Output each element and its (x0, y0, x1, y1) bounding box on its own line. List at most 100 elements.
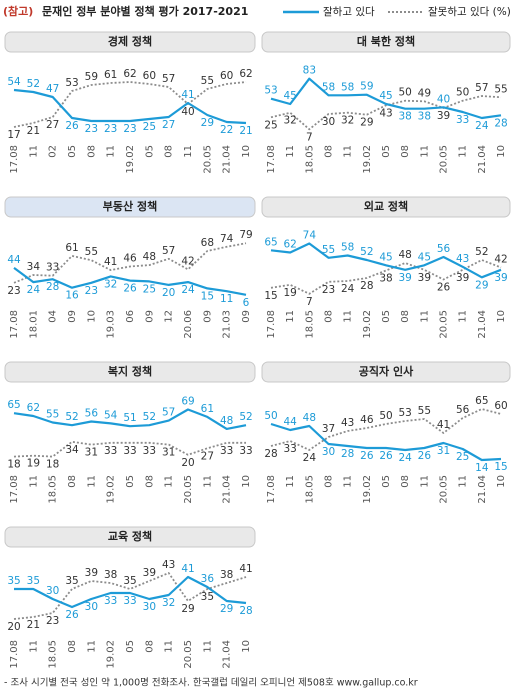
value-label: 30 (46, 585, 59, 597)
value-label: 39 (398, 272, 411, 284)
value-label: 16 (65, 290, 79, 302)
value-label: 30 (143, 601, 156, 613)
value-label: 45 (379, 251, 392, 263)
value-label: 45 (283, 90, 296, 102)
value-label: 56 (456, 404, 470, 416)
value-label: 43 (456, 253, 469, 265)
value-label: 50 (264, 410, 277, 422)
x-tick-label: 18.05 (48, 640, 59, 669)
series-line (13, 88, 247, 125)
value-label: 44 (7, 254, 21, 266)
value-label: 56 (85, 408, 99, 420)
value-label: 40 (437, 93, 450, 105)
value-label: 52 (239, 411, 252, 423)
value-label: 28 (46, 281, 59, 293)
value-label: 25 (456, 451, 469, 463)
x-tick-label: 11 (343, 475, 354, 488)
x-tick-label: 08 (67, 475, 78, 488)
value-label: 23 (104, 123, 117, 135)
value-label: 61 (104, 69, 117, 81)
title-tag: (참고) (3, 4, 33, 18)
value-label: 55 (418, 405, 431, 417)
value-label: 25 (264, 119, 277, 131)
title: 문재인 정부 분야별 정책 평가 2017-2021 (42, 4, 248, 18)
value-label: 42 (181, 255, 194, 267)
value-label: 52 (475, 246, 488, 258)
value-label: 55 (494, 83, 507, 95)
value-label: 50 (398, 87, 411, 99)
x-tick-label: 20.05 (439, 145, 450, 174)
value-label: 47 (46, 83, 59, 95)
value-label: 57 (162, 73, 175, 85)
value-label: 44 (283, 416, 297, 428)
x-tick-label: 05 (67, 145, 78, 158)
x-tick-label: 11 (285, 145, 296, 158)
value-label: 26 (437, 282, 451, 294)
value-label: 23 (7, 285, 20, 297)
x-tick-label: 11 (86, 640, 97, 653)
value-label: 54 (7, 76, 21, 88)
value-label: 17 (7, 129, 20, 141)
value-label: 59 (85, 71, 98, 83)
value-label: 33 (104, 445, 117, 457)
x-tick-label: 09 (144, 310, 155, 323)
value-label: 69 (181, 396, 194, 408)
panel-title: 부동산 정책 (103, 199, 157, 213)
value-label: 60 (494, 400, 507, 412)
value-label: 19 (283, 287, 296, 299)
x-tick-label: 05 (381, 475, 392, 488)
x-tick-label: 19.02 (106, 640, 117, 669)
value-label: 7 (306, 131, 313, 143)
x-tick-label: 19.03 (106, 310, 117, 339)
value-label: 74 (220, 233, 234, 245)
value-label: 24 (341, 283, 355, 295)
value-label: 29 (181, 603, 194, 615)
panel-title: 경제 정책 (108, 34, 152, 48)
x-tick-label: 05 (125, 475, 136, 488)
x-tick-label: 17.08 (266, 145, 277, 174)
value-label: 62 (283, 239, 296, 251)
value-label: 24 (27, 284, 41, 296)
value-label: 48 (220, 415, 233, 427)
value-label: 30 (85, 601, 98, 613)
value-label: 28 (494, 117, 507, 129)
value-label: 38 (104, 569, 117, 581)
x-tick-label: 10 (241, 640, 252, 653)
value-label: 33 (239, 445, 252, 457)
value-label: 31 (437, 445, 450, 457)
value-label: 7 (306, 296, 313, 308)
value-label: 20 (7, 621, 20, 633)
panel-title: 교육 정책 (108, 529, 152, 543)
value-label: 33 (123, 595, 136, 607)
value-label: 34 (27, 261, 41, 273)
x-tick-label: 11 (202, 640, 213, 653)
value-label: 11 (220, 293, 233, 305)
value-label: 35 (65, 575, 78, 587)
value-label: 65 (7, 399, 20, 411)
value-label: 52 (65, 411, 78, 423)
x-tick-label: 11 (106, 145, 117, 158)
value-label: 21 (27, 125, 40, 137)
value-label: 62 (123, 68, 136, 80)
x-tick-label: 11 (86, 475, 97, 488)
x-tick-label: 04 (48, 310, 59, 323)
value-label: 40 (181, 106, 194, 118)
value-label: 15 (264, 290, 277, 302)
value-label: 38 (418, 111, 431, 123)
value-label: 43 (341, 417, 354, 429)
value-label: 62 (27, 402, 40, 414)
x-tick-label: 11 (28, 475, 39, 488)
x-tick-label: 21.03 (222, 310, 233, 339)
series-line (13, 440, 246, 458)
value-label: 45 (379, 90, 392, 102)
x-tick-label: 18.01 (28, 310, 39, 339)
x-tick-label: 21.04 (477, 310, 488, 339)
x-tick-label: 17.08 (266, 310, 277, 339)
series-line (13, 267, 247, 296)
value-label: 41 (181, 89, 194, 101)
value-label: 42 (494, 254, 507, 266)
x-tick-label: 11 (458, 475, 469, 488)
value-label: 48 (303, 412, 316, 424)
value-label: 60 (143, 70, 156, 82)
panel-title: 대 북한 정책 (357, 34, 415, 48)
